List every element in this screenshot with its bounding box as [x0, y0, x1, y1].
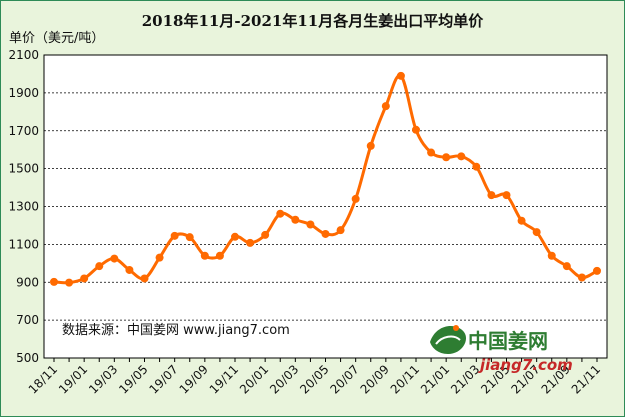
x-tick-label: 20/07	[327, 362, 361, 396]
data-point	[110, 254, 119, 263]
y-tick-labels: 500 700 900 1100 1300 1500 1700 1900 2100	[8, 48, 39, 365]
data-point	[381, 102, 390, 111]
data-point	[457, 152, 466, 161]
x-tick-label: 18/11	[26, 362, 60, 396]
data-point	[215, 251, 224, 260]
data-point	[170, 231, 179, 240]
x-tick-label: 21/11	[569, 362, 603, 396]
data-point	[231, 232, 239, 241]
data-point	[517, 216, 526, 225]
logo: 中国姜网 jiang7.com	[430, 325, 573, 374]
x-tick-label: 20/11	[388, 362, 422, 396]
data-point	[472, 162, 481, 171]
x-tick-label: 19/01	[56, 362, 90, 396]
data-point	[95, 262, 104, 271]
x-tick-label: 21/01	[418, 362, 452, 396]
x-tick-label: 20/09	[358, 362, 392, 396]
x-tick-label: 21/03	[448, 362, 482, 396]
data-point	[562, 262, 571, 271]
data-point	[50, 277, 58, 286]
data-point	[276, 209, 285, 218]
data-point	[532, 228, 541, 237]
data-point	[200, 251, 209, 260]
x-tick-label: 20/05	[297, 362, 331, 396]
y-tick-label: 900	[16, 275, 39, 289]
data-point	[427, 148, 436, 157]
data-point	[412, 125, 420, 134]
data-point	[291, 215, 300, 224]
ginger-logo-icon	[430, 325, 467, 354]
data-point	[593, 266, 601, 275]
data-point	[65, 278, 74, 287]
data-point	[125, 265, 134, 274]
logo-name: 中国姜网	[468, 329, 548, 353]
x-tick-label: 20/03	[267, 362, 301, 396]
data-point	[442, 153, 451, 162]
data-point	[487, 191, 496, 200]
data-points	[50, 71, 601, 287]
data-point	[321, 229, 330, 238]
data-point	[140, 274, 149, 283]
data-point	[246, 238, 255, 247]
source-note: 数据来源：中国姜网 www.jiang7.com	[62, 323, 290, 338]
data-point	[396, 71, 405, 80]
y-axis-label: 单价（美元/吨）	[9, 31, 105, 46]
x-tick-label: 19/07	[146, 362, 180, 396]
data-point	[502, 191, 511, 200]
data-point	[547, 251, 556, 260]
y-tick-label: 1500	[8, 162, 39, 176]
data-point	[336, 226, 345, 235]
x-tick-label: 19/11	[207, 362, 241, 396]
chart-title: 2018年11月-2021年11月各月生姜出口平均单价	[141, 12, 484, 30]
y-tick-label: 1100	[8, 237, 39, 251]
data-point	[577, 273, 586, 282]
data-point	[261, 230, 270, 239]
data-point	[155, 253, 164, 262]
grid-lines	[44, 92, 607, 321]
data-point	[185, 233, 194, 242]
data-point	[80, 274, 89, 283]
y-tick-label: 1700	[8, 124, 39, 138]
y-tick-label: 700	[16, 313, 39, 327]
data-point	[306, 220, 315, 229]
y-tick-label: 1300	[8, 200, 39, 214]
y-tick-label: 500	[16, 351, 39, 365]
logo-url: jiang7.com	[478, 356, 573, 374]
x-tick-label: 19/03	[86, 362, 120, 396]
data-point	[351, 194, 360, 203]
x-tick-label: 20/01	[237, 362, 271, 396]
y-tick-label: 1900	[8, 86, 39, 100]
data-point	[366, 141, 375, 150]
y-tick-label: 2100	[8, 48, 39, 62]
x-tick-label: 19/05	[116, 362, 150, 396]
x-tick-label: 19/09	[177, 362, 211, 396]
